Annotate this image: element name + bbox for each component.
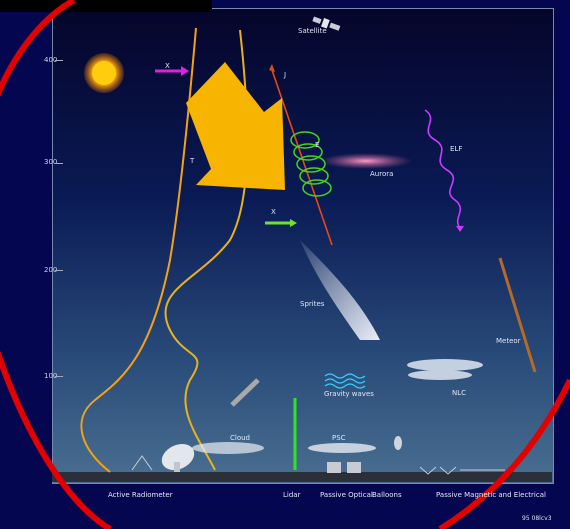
y-tick-mark [55, 376, 63, 377]
radiation-arrow-icon [155, 66, 189, 76]
figure-code: 95 08lcv3 [522, 515, 552, 522]
satellite-label: Satellite [298, 27, 327, 35]
meteor-label: Meteor [496, 337, 521, 345]
j1-label: J [284, 71, 287, 79]
bottom-label: Active Radiometer [108, 491, 173, 499]
aurora-label: Aurora [370, 170, 394, 178]
psc-label: PSC [332, 434, 346, 442]
sprites-glow [300, 240, 380, 340]
magnetometer-array-icon [419, 466, 505, 475]
bottom-label: Passive Optical [320, 491, 373, 499]
ground-strip [52, 472, 552, 482]
psc-cloud [308, 443, 376, 453]
rocket-icon [230, 378, 260, 407]
y-tick-label: 200 [44, 266, 58, 274]
black-header-bar [0, 0, 212, 12]
bottom-label: Balloons [372, 491, 402, 499]
gravity-waves-label: Gravity waves [324, 390, 374, 398]
meteor-trail [498, 257, 537, 373]
y-tick-mark [55, 163, 63, 164]
spiral-icon [290, 131, 332, 197]
balloon-icon [394, 436, 402, 450]
y-tick-label: 400 [44, 56, 58, 64]
green-arrow-icon [265, 219, 297, 227]
cloud-blob [192, 442, 264, 454]
y-tick-mark [55, 60, 63, 61]
elf-label: ELF [450, 145, 463, 153]
elf-wave [424, 109, 461, 229]
y-tick-mark [55, 270, 63, 271]
aurora-glow [320, 153, 412, 169]
x1-label: X [165, 62, 170, 70]
sun-icon [84, 53, 124, 93]
cloud-label: Cloud [230, 434, 250, 442]
nlc-clouds [407, 359, 483, 380]
bottom-label: Lidar [283, 491, 301, 499]
satellite-icon [312, 16, 341, 31]
temperature-curve-1 [80, 27, 197, 473]
gravity-waves-icon [324, 373, 366, 389]
bottom-label: Passive Magnetic and Electrical [436, 491, 546, 499]
highlight-arrow-icon [186, 62, 285, 190]
y-tick-label: 100 [44, 372, 58, 380]
radar-dish-icon [161, 443, 195, 472]
lightning-arrow-label: X [271, 208, 276, 216]
sprites-label: Sprites [300, 300, 325, 308]
antenna-tower-icon [131, 455, 153, 471]
y-tick-label: 300 [44, 158, 58, 166]
nlc-label: NLC [452, 389, 467, 397]
e-field-label: E [315, 141, 320, 149]
t1-label: T [190, 157, 195, 165]
observatory-domes-icon [327, 462, 361, 473]
